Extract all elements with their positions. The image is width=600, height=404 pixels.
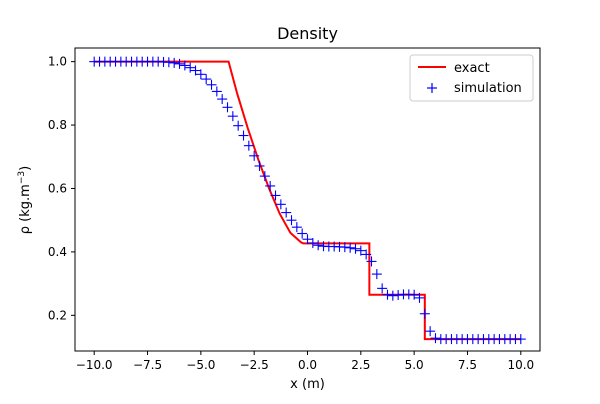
legend: exact simulation xyxy=(409,54,534,102)
plot-area xyxy=(89,56,526,345)
simulation-point xyxy=(313,240,324,251)
simulation-point xyxy=(270,190,281,201)
simulation-point xyxy=(425,326,436,337)
simulation-point xyxy=(222,102,233,113)
y-tick-label: 0.6 xyxy=(48,181,67,195)
simulation-point xyxy=(217,94,228,105)
simulation-point xyxy=(254,160,265,171)
simulation-point xyxy=(377,283,388,294)
x-tick-label: 0.0 xyxy=(298,358,317,372)
simulation-point xyxy=(265,180,276,191)
simulation-point xyxy=(355,245,366,256)
simulation-point xyxy=(419,308,430,319)
simulation-point xyxy=(233,120,244,131)
series-simulation xyxy=(89,56,526,345)
x-tick-label: −2.5 xyxy=(240,358,269,372)
simulation-point xyxy=(211,86,222,97)
legend-simulation-label: simulation xyxy=(454,81,522,96)
simulation-point xyxy=(259,171,270,182)
y-axis-label-exponent: −3 xyxy=(17,171,27,184)
simulation-point xyxy=(302,234,313,245)
simulation-point xyxy=(174,58,185,69)
simulation-point xyxy=(371,269,382,280)
simulation-point xyxy=(366,256,377,267)
simulation-point xyxy=(350,243,361,254)
simulation-point xyxy=(206,79,217,90)
simulation-point xyxy=(195,69,206,80)
simulation-point xyxy=(275,199,286,210)
legend-simulation-marker xyxy=(427,83,437,93)
simulation-point xyxy=(243,140,254,151)
simulation-point xyxy=(238,130,249,141)
simulation-point xyxy=(382,289,393,300)
chart-title: Density xyxy=(277,24,338,43)
x-tick-label: −7.5 xyxy=(133,358,162,372)
simulation-point xyxy=(307,238,318,249)
y-axis-label: ρ (kg.m−3) xyxy=(17,166,33,234)
y-tick-label: 0.2 xyxy=(48,308,67,322)
simulation-point xyxy=(409,289,420,300)
simulation-point xyxy=(414,292,425,303)
simulation-point xyxy=(169,57,180,68)
x-axis-ticks: −10.0 −7.5 −5.0 −2.5 0.0 2.5 5.0 7.5 10.0 xyxy=(76,351,534,372)
simulation-point xyxy=(515,334,526,345)
simulation-point xyxy=(286,215,297,226)
x-tick-label: 2.5 xyxy=(351,358,370,372)
simulation-point xyxy=(179,60,190,71)
x-tick-label: −10.0 xyxy=(76,358,113,372)
simulation-point xyxy=(393,290,404,301)
y-axis-label-close: ) xyxy=(18,166,33,171)
x-tick-label: 7.5 xyxy=(458,358,477,372)
simulation-point xyxy=(190,65,201,76)
simulation-point xyxy=(201,74,212,85)
simulation-point xyxy=(297,228,308,239)
simulation-point xyxy=(361,249,372,260)
simulation-point xyxy=(339,242,350,253)
x-tick-label: −5.0 xyxy=(186,358,215,372)
legend-exact-label: exact xyxy=(454,61,490,76)
simulation-point xyxy=(430,333,441,344)
simulation-point xyxy=(249,150,260,161)
x-axis-label: x (m) xyxy=(290,377,325,392)
x-tick-label: 10.0 xyxy=(507,358,534,372)
simulation-point xyxy=(345,242,356,253)
simulation-point xyxy=(163,57,174,68)
simulation-point xyxy=(227,111,238,122)
x-tick-label: 5.0 xyxy=(405,358,424,372)
y-axis-label-main: ρ (kg.m xyxy=(18,184,33,234)
simulation-point xyxy=(291,222,302,233)
y-axis-ticks: 0.2 0.4 0.6 0.8 1.0 xyxy=(48,55,75,322)
simulation-point xyxy=(387,290,398,301)
simulation-point xyxy=(185,62,196,73)
y-tick-label: 0.4 xyxy=(48,245,67,259)
y-tick-label: 1.0 xyxy=(48,55,67,69)
simulation-point xyxy=(281,207,292,218)
y-tick-label: 0.8 xyxy=(48,118,67,132)
